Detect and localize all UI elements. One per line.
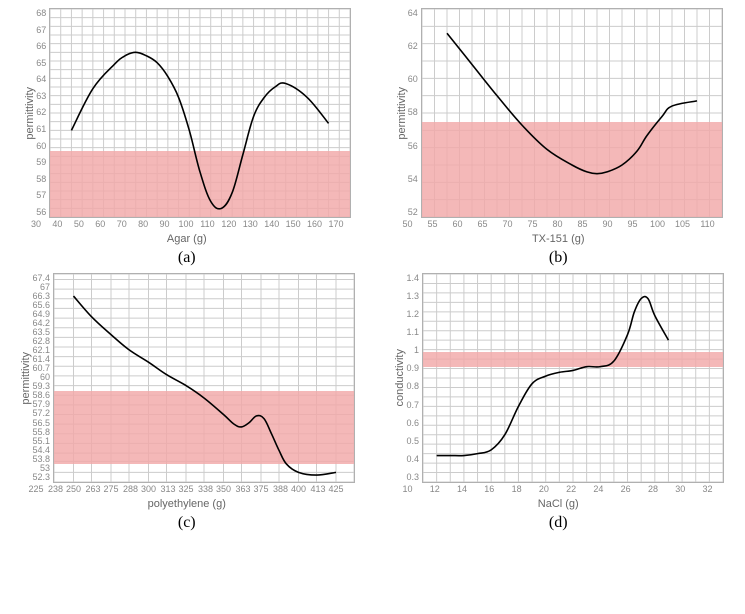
sublabel: (d)	[549, 514, 568, 532]
ylabel: permittivity	[22, 87, 36, 140]
data-curve	[447, 33, 697, 173]
reference-band	[50, 151, 350, 217]
y-axis-ticks: 67.46766.365.664.964.263.562.862.161.460…	[32, 274, 53, 482]
plot-area	[422, 273, 724, 483]
sublabel: (a)	[178, 249, 196, 267]
panel-grid: permittivity6867666564636261605958575630…	[8, 8, 737, 532]
x-axis-ticks: 30405060708090100110120130140150160170	[36, 218, 336, 231]
data-curve	[74, 296, 337, 475]
y-axis-ticks: 1.41.31.21.110.90.80.70.60.50.40.3	[406, 274, 422, 482]
sublabel: (b)	[549, 249, 568, 267]
ylabel: permittivity	[18, 352, 32, 405]
panel-d: conductivity1.41.31.21.110.90.80.70.60.5…	[380, 273, 738, 532]
xlabel: polyethylene (g)	[148, 498, 226, 510]
panel-c: permittivity67.46766.365.664.964.263.562…	[8, 273, 366, 532]
y-axis-ticks: 64626058565452	[408, 9, 421, 217]
reference-band	[422, 122, 722, 217]
data-curve	[437, 297, 669, 456]
sublabel: (c)	[178, 514, 196, 532]
x-axis-ticks: 50556065707580859095100105110	[408, 218, 708, 231]
xlabel: TX-151 (g)	[532, 233, 585, 245]
panel-b: permittivity6462605856545250556065707580…	[380, 8, 738, 267]
xlabel: NaCl (g)	[538, 498, 579, 510]
reference-band	[54, 391, 354, 464]
plot-area	[421, 8, 723, 218]
reference-band	[423, 352, 723, 367]
y-axis-ticks: 68676665646362616059585756	[36, 9, 49, 217]
ylabel: permittivity	[394, 87, 408, 140]
plot-area	[49, 8, 351, 218]
x-axis-ticks: 2252382502632752883003133253383503633753…	[36, 483, 336, 496]
ylabel: conductivity	[392, 349, 406, 406]
x-axis-ticks: 101214161820222426283032	[408, 483, 708, 496]
data-curve	[72, 52, 329, 209]
plot-area	[53, 273, 355, 483]
xlabel: Agar (g)	[167, 233, 207, 245]
panel-a: permittivity6867666564636261605958575630…	[8, 8, 366, 267]
